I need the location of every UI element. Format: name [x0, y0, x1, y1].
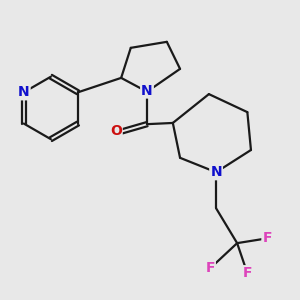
Text: N: N [18, 85, 30, 99]
Text: F: F [205, 261, 215, 275]
Text: N: N [141, 83, 153, 98]
Text: F: F [262, 231, 272, 245]
Text: F: F [243, 266, 252, 280]
Text: N: N [210, 165, 222, 179]
Text: O: O [110, 124, 122, 138]
